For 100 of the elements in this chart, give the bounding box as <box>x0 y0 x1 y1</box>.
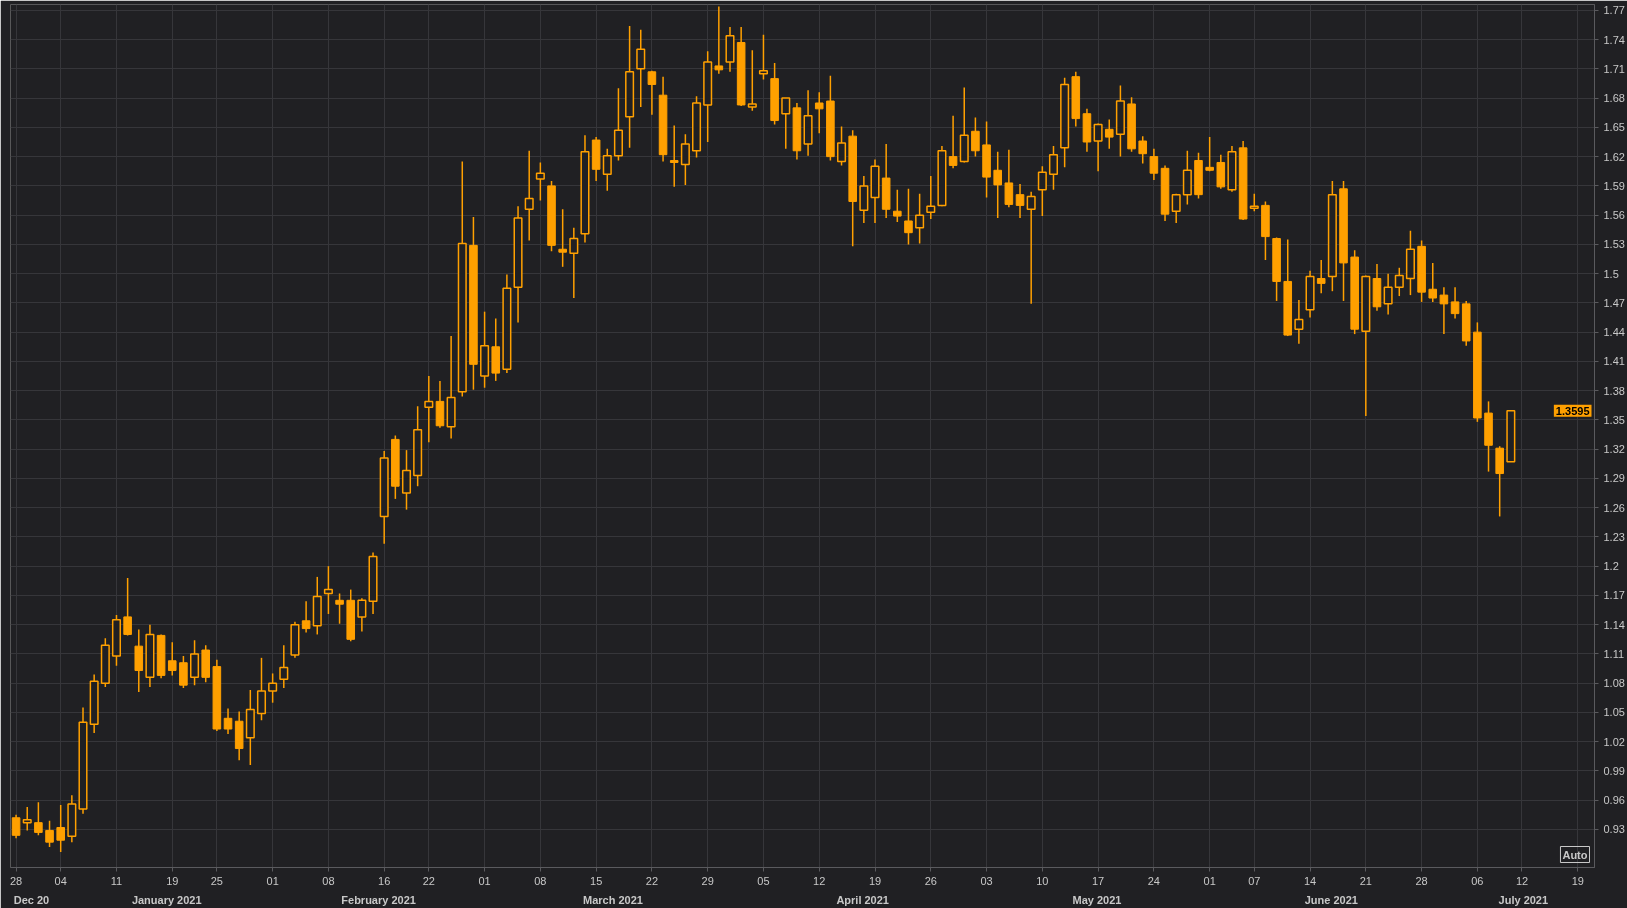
candlestick <box>569 227 579 299</box>
y-tick-label: 1.68 <box>1603 92 1625 105</box>
x-tick-label: 17 <box>1091 874 1105 887</box>
y-tick-label: 1.23 <box>1603 530 1625 543</box>
x-tick-label: 25 <box>210 874 223 887</box>
candlestick <box>301 600 311 634</box>
x-tick-label: 06 <box>1471 874 1484 887</box>
x-tick-label: 08 <box>322 874 335 887</box>
x-tick-label: 24 <box>1147 874 1161 887</box>
candlestick <box>926 175 936 220</box>
x-tick-label: 22 <box>645 874 659 887</box>
y-tick-label: 1.5 <box>1603 267 1619 280</box>
candlestick <box>1037 165 1047 217</box>
candlestick <box>34 801 43 837</box>
candlestick <box>279 644 289 689</box>
x-tick-label: 26 <box>924 874 937 887</box>
candlestick <box>11 814 21 839</box>
candlestick <box>1205 136 1214 172</box>
x-tick-label: 28 <box>9 874 23 887</box>
x-tick-label: 16 <box>378 874 391 887</box>
y-tick-label: 1.41 <box>1603 355 1625 368</box>
candlestick <box>1093 122 1103 172</box>
candlestick <box>1104 118 1114 150</box>
x-tick-label: 22 <box>422 874 435 887</box>
y-tick-label: 1.35 <box>1603 413 1625 426</box>
candlestick <box>1171 192 1181 224</box>
y-tick-label: 1.74 <box>1603 33 1625 46</box>
candlestick <box>524 150 534 242</box>
x2-tick-label: May 2021 <box>1072 893 1122 906</box>
y-tick-label: 1.59 <box>1603 179 1625 192</box>
y-tick-label: 1.2 <box>1603 560 1619 573</box>
candlestick <box>223 707 233 735</box>
x2-tick-label: January 2021 <box>131 893 202 906</box>
x-tick-label: 05 <box>757 874 770 887</box>
y-tick-label: 1.05 <box>1603 706 1625 719</box>
candlestick <box>636 29 646 108</box>
candlestick <box>179 655 188 689</box>
candlestick <box>1004 149 1014 209</box>
candlestick <box>535 161 545 202</box>
candlestick <box>647 70 657 116</box>
x2-tick-label: February 2021 <box>341 893 416 906</box>
x-tick-label: 11 <box>110 874 123 887</box>
x-tick-label: 12 <box>1515 874 1529 887</box>
candlestick <box>1138 135 1148 165</box>
x-tick-label: 12 <box>813 874 826 887</box>
x-tick-label: 04 <box>54 874 67 887</box>
y-tick-label: 1.02 <box>1603 735 1625 748</box>
x-tick-label: 21 <box>1359 874 1372 887</box>
x2-tick-label: June 2021 <box>1304 893 1358 906</box>
y-tick-label: 0.99 <box>1603 764 1625 777</box>
candlestick <box>747 49 757 112</box>
candlestick <box>971 116 980 158</box>
y-tick-label: 1.77 <box>1603 4 1625 17</box>
candlestick <box>1439 286 1449 335</box>
candlestick <box>1316 259 1326 294</box>
candlestick <box>948 114 958 170</box>
x-tick-label: 29 <box>701 874 714 887</box>
x-tick-label: 01 <box>1203 874 1216 887</box>
y-tick-label: 1.08 <box>1603 677 1625 690</box>
y-tick-label: 1.65 <box>1603 121 1625 134</box>
candlestick <box>1294 299 1304 345</box>
y-tick-label: 1.71 <box>1603 62 1625 75</box>
y-tick-label: 1.62 <box>1603 150 1625 163</box>
candlestick <box>814 91 824 134</box>
candlestick <box>123 577 132 637</box>
x-tick-label: 01 <box>478 874 491 887</box>
x-tick-label: 28 <box>1415 874 1428 887</box>
x-tick-label: 01 <box>266 874 279 887</box>
y-tick-label: 1.11 <box>1603 647 1625 660</box>
candlestick <box>1450 286 1460 320</box>
x-tick-label: 15 <box>590 874 603 887</box>
candlestick <box>167 641 177 677</box>
candlestick <box>1394 267 1404 297</box>
candlestick <box>904 188 913 246</box>
candlestick <box>837 125 847 167</box>
x-tick-label: 19 <box>1571 874 1584 887</box>
y-tick-label: 1.32 <box>1603 443 1625 456</box>
candlestick <box>602 148 612 192</box>
candlestick <box>190 639 200 686</box>
x-tick-label: 07 <box>1248 874 1261 887</box>
candlestick <box>893 189 902 223</box>
candlestick <box>758 33 768 81</box>
y-tick-label: 1.29 <box>1603 472 1625 485</box>
candlestick <box>56 804 65 853</box>
candlestick <box>781 97 791 150</box>
x2-tick-label: Dec 20 <box>13 893 50 906</box>
x2-tick-label: March 2021 <box>582 893 643 906</box>
candlestick <box>1015 183 1025 219</box>
candlestick <box>424 375 434 444</box>
candlestick <box>1026 190 1036 305</box>
x2-tick-label: April 2021 <box>836 893 889 906</box>
candlestick <box>1048 145 1059 191</box>
candlestick <box>1428 262 1438 303</box>
candlestick <box>401 449 412 511</box>
x-tick-label: 14 <box>1303 874 1317 887</box>
x-tick-label: 03 <box>980 874 993 887</box>
x-tick-label: 08 <box>534 874 547 887</box>
candlestick <box>268 672 278 704</box>
y-tick-label: 1.47 <box>1603 296 1625 309</box>
y-tick-label: 1.56 <box>1603 209 1625 222</box>
